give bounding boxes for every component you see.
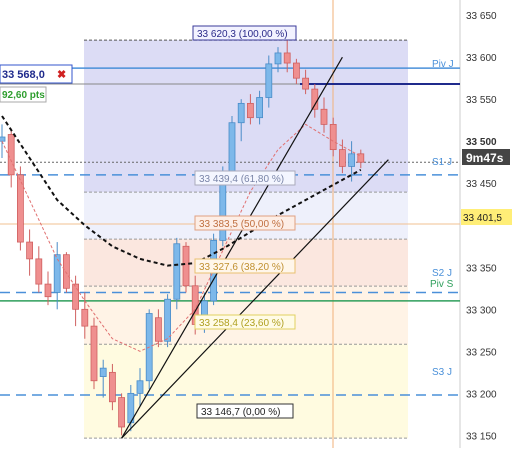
fib-label-box-382 — [194, 258, 296, 274]
fib-zone — [84, 344, 408, 439]
countdown-badge-bg — [462, 149, 510, 165]
candle-down[interactable] — [44, 283, 52, 298]
candle-down[interactable] — [26, 241, 34, 260]
candle-up[interactable] — [164, 298, 172, 342]
fib-label-box-618 — [194, 170, 296, 186]
y-tick-label: 33 650 — [466, 11, 497, 22]
fibonacci-zones — [84, 39, 408, 439]
pivot-label-s2-j: S2 J — [432, 268, 452, 279]
fib-label-box-236 — [194, 314, 296, 330]
candle-down[interactable] — [311, 88, 319, 110]
candle-down[interactable] — [338, 149, 346, 167]
fib-label-box-100 — [192, 25, 297, 41]
y-tick-label: 33 250 — [466, 347, 497, 358]
candle-up[interactable] — [237, 102, 245, 124]
candle-up[interactable] — [53, 254, 61, 293]
fib-label-236: 33 258,4 (23,60 %) — [199, 318, 284, 329]
candle-up[interactable] — [256, 97, 264, 119]
candle-up[interactable] — [0, 136, 6, 142]
y-tick-label: 33 500 — [466, 137, 497, 148]
y-tick-label: 33 450 — [466, 179, 497, 190]
candle-up[interactable] — [265, 63, 273, 98]
pts-label: 92,60 pts — [2, 90, 45, 101]
y-tick-label: 33 200 — [466, 389, 497, 400]
moving-average-dotted — [1, 123, 362, 352]
candle-down[interactable] — [109, 371, 116, 403]
indicator-lines — [1, 56, 389, 439]
pivot-label-s1-j: S1 J — [432, 157, 452, 168]
candle-down[interactable] — [118, 397, 125, 428]
candle-down[interactable] — [16, 174, 24, 243]
current-price-tag: 33 401,5 — [463, 213, 502, 224]
candle-up[interactable] — [136, 380, 144, 394]
candle-down[interactable] — [35, 258, 43, 285]
pts-badge-bg — [0, 86, 47, 103]
current-price-tag-bg — [461, 209, 512, 225]
fib-label-618: 33 439,4 (61,80 %) — [199, 174, 284, 185]
order-close-icon[interactable]: ✖ — [57, 69, 66, 81]
candle-down[interactable] — [81, 308, 89, 327]
pivot-label-piv-j: Piv J — [432, 59, 454, 70]
candle-down[interactable] — [329, 123, 337, 151]
y-tick-label: 33 350 — [466, 263, 497, 274]
candle-down[interactable] — [154, 317, 162, 342]
chart-labels: 33 650 33 600 33 550 33 500 33 450 33 35… — [0, 11, 512, 442]
trendline[interactable] — [121, 56, 343, 439]
candle-down[interactable] — [7, 134, 15, 176]
fib-label-box-0 — [196, 403, 294, 419]
trendline[interactable] — [121, 159, 389, 439]
fib-label-382: 33 327,6 (38,20 %) — [199, 262, 284, 273]
fib-label-500: 33 383,5 (50,00 %) — [199, 219, 284, 230]
candle-down[interactable] — [357, 153, 365, 163]
pivot-label-piv-s: Piv S — [430, 279, 454, 290]
order-badge-bg[interactable] — [0, 64, 73, 84]
candle-up[interactable] — [99, 367, 107, 377]
fib-zone — [84, 40, 408, 193]
y-tick-label: 33 300 — [466, 305, 497, 316]
candle-down[interactable] — [90, 325, 98, 382]
candle-down[interactable] — [320, 108, 328, 125]
candle-up[interactable] — [348, 153, 356, 167]
candle-down[interactable] — [246, 102, 254, 119]
candle-up[interactable] — [228, 122, 236, 174]
candle-down[interactable] — [72, 283, 79, 310]
y-tick-label: 33 150 — [466, 431, 497, 442]
order-price-label: 33 568,0 — [2, 69, 45, 81]
candle-up[interactable] — [274, 52, 282, 65]
candle-down[interactable] — [302, 77, 310, 90]
countdown-badge: 9m47s — [466, 151, 504, 165]
moving-average-dashed — [1, 115, 362, 267]
candle-down[interactable] — [63, 254, 70, 289]
y-tick-label: 33 600 — [466, 53, 497, 64]
pivot-label-s3-j: S3 J — [432, 367, 452, 378]
fib-label-box-500 — [194, 215, 296, 231]
candle-down[interactable] — [283, 52, 291, 64]
fib-label-100: 33 620,3 (100,00 %) — [197, 29, 288, 40]
candle-up[interactable] — [173, 243, 181, 300]
y-tick-label: 33 550 — [466, 95, 497, 106]
fib-label-0: 33 146,7 (0,00 %) — [201, 407, 281, 418]
candle-down[interactable] — [292, 62, 300, 79]
candle-down[interactable] — [182, 245, 190, 287]
